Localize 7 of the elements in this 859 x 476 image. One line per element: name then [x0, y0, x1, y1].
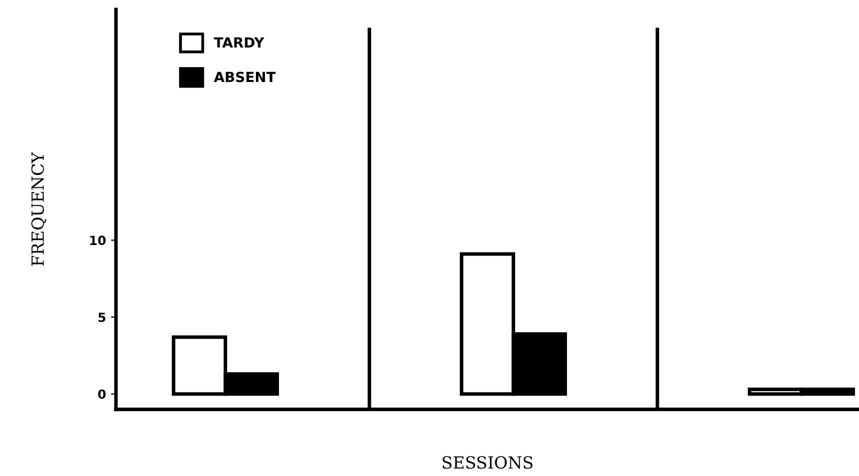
- y-tick-label: 0: [98, 389, 106, 399]
- legend-label: ABSENT: [214, 72, 276, 82]
- x-axis-title: SESSIONS: [442, 456, 532, 469]
- y-tick-label: 5: [98, 312, 106, 322]
- y-tick-label: 10: [90, 236, 106, 246]
- y-axis-title: FREQUENCY: [31, 152, 46, 266]
- legend-label: TARDY: [214, 37, 264, 48]
